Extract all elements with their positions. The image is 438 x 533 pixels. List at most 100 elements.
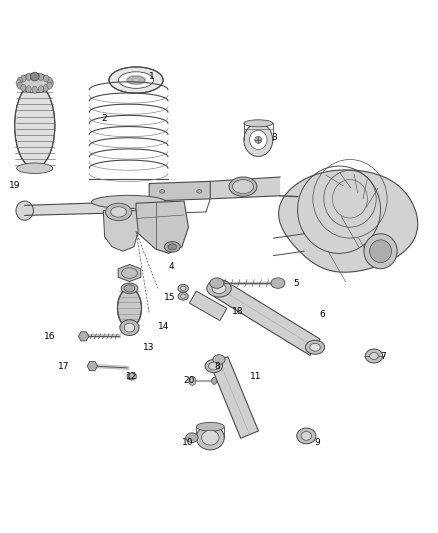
Ellipse shape — [208, 362, 219, 370]
Ellipse shape — [189, 376, 196, 385]
Polygon shape — [25, 201, 153, 215]
Text: 7: 7 — [381, 351, 386, 360]
Text: 19: 19 — [10, 181, 21, 190]
Ellipse shape — [233, 180, 254, 193]
Polygon shape — [78, 332, 89, 341]
Polygon shape — [149, 181, 210, 201]
Polygon shape — [118, 264, 141, 281]
Ellipse shape — [196, 422, 224, 431]
Ellipse shape — [124, 323, 135, 332]
Ellipse shape — [365, 349, 383, 363]
Ellipse shape — [168, 244, 177, 250]
Ellipse shape — [180, 286, 186, 290]
Polygon shape — [87, 361, 98, 370]
Text: 11: 11 — [250, 372, 261, 381]
Ellipse shape — [364, 234, 397, 269]
Ellipse shape — [14, 83, 55, 168]
Text: 2: 2 — [101, 114, 107, 123]
Ellipse shape — [255, 136, 262, 143]
Text: 16: 16 — [44, 332, 56, 341]
Polygon shape — [214, 280, 320, 356]
Ellipse shape — [301, 432, 311, 440]
Text: 6: 6 — [319, 310, 325, 319]
Text: 3: 3 — [272, 133, 277, 142]
Ellipse shape — [121, 283, 138, 294]
Polygon shape — [127, 373, 136, 380]
Ellipse shape — [120, 320, 139, 335]
Ellipse shape — [124, 285, 135, 292]
Polygon shape — [136, 201, 188, 253]
Text: 5: 5 — [293, 279, 299, 288]
Ellipse shape — [111, 207, 127, 217]
Ellipse shape — [370, 352, 378, 359]
Text: 15: 15 — [164, 293, 176, 302]
Ellipse shape — [244, 120, 273, 127]
Text: 18: 18 — [232, 306, 244, 316]
Ellipse shape — [47, 82, 52, 89]
Text: 10: 10 — [182, 438, 194, 447]
Ellipse shape — [21, 75, 26, 82]
Ellipse shape — [250, 130, 267, 149]
Polygon shape — [189, 291, 227, 320]
Ellipse shape — [207, 280, 231, 297]
Text: 8: 8 — [215, 362, 220, 372]
Ellipse shape — [271, 278, 285, 288]
Ellipse shape — [159, 190, 165, 193]
Ellipse shape — [43, 75, 49, 82]
Polygon shape — [279, 170, 418, 272]
Ellipse shape — [43, 84, 49, 91]
Ellipse shape — [17, 77, 22, 84]
Ellipse shape — [212, 377, 217, 384]
Ellipse shape — [210, 278, 224, 288]
Ellipse shape — [32, 86, 37, 93]
Ellipse shape — [16, 79, 21, 87]
Text: 4: 4 — [169, 262, 174, 271]
Ellipse shape — [297, 428, 316, 444]
Ellipse shape — [178, 285, 188, 292]
Ellipse shape — [26, 74, 31, 80]
Ellipse shape — [164, 241, 180, 252]
Ellipse shape — [119, 72, 153, 88]
Ellipse shape — [310, 343, 320, 351]
Text: 13: 13 — [143, 343, 154, 352]
Ellipse shape — [196, 425, 224, 450]
Polygon shape — [210, 177, 280, 199]
Ellipse shape — [32, 73, 37, 80]
Ellipse shape — [127, 76, 145, 84]
Ellipse shape — [17, 82, 22, 89]
Ellipse shape — [106, 203, 132, 221]
Ellipse shape — [117, 288, 141, 328]
Ellipse shape — [305, 340, 325, 354]
Ellipse shape — [18, 74, 52, 93]
Text: 9: 9 — [314, 438, 320, 447]
Ellipse shape — [21, 84, 26, 91]
Text: 14: 14 — [158, 322, 169, 331]
Ellipse shape — [92, 195, 166, 208]
Ellipse shape — [229, 177, 257, 196]
Text: 20: 20 — [183, 376, 194, 385]
Ellipse shape — [38, 86, 43, 93]
Text: 12: 12 — [126, 372, 137, 381]
Ellipse shape — [180, 294, 186, 298]
Ellipse shape — [178, 292, 188, 300]
Ellipse shape — [213, 354, 225, 364]
Ellipse shape — [26, 86, 31, 93]
Ellipse shape — [38, 74, 43, 80]
Ellipse shape — [48, 79, 53, 87]
Ellipse shape — [370, 240, 392, 263]
Ellipse shape — [205, 359, 223, 373]
Ellipse shape — [212, 283, 226, 294]
Ellipse shape — [186, 433, 198, 442]
Ellipse shape — [244, 123, 273, 157]
Ellipse shape — [201, 430, 219, 445]
Polygon shape — [210, 357, 258, 438]
Text: 17: 17 — [57, 361, 69, 370]
Ellipse shape — [17, 163, 53, 174]
Ellipse shape — [47, 77, 52, 84]
Polygon shape — [103, 211, 138, 251]
Text: 1: 1 — [149, 72, 155, 81]
Ellipse shape — [109, 67, 163, 93]
Ellipse shape — [30, 72, 39, 81]
Ellipse shape — [16, 201, 33, 220]
Ellipse shape — [197, 190, 202, 193]
